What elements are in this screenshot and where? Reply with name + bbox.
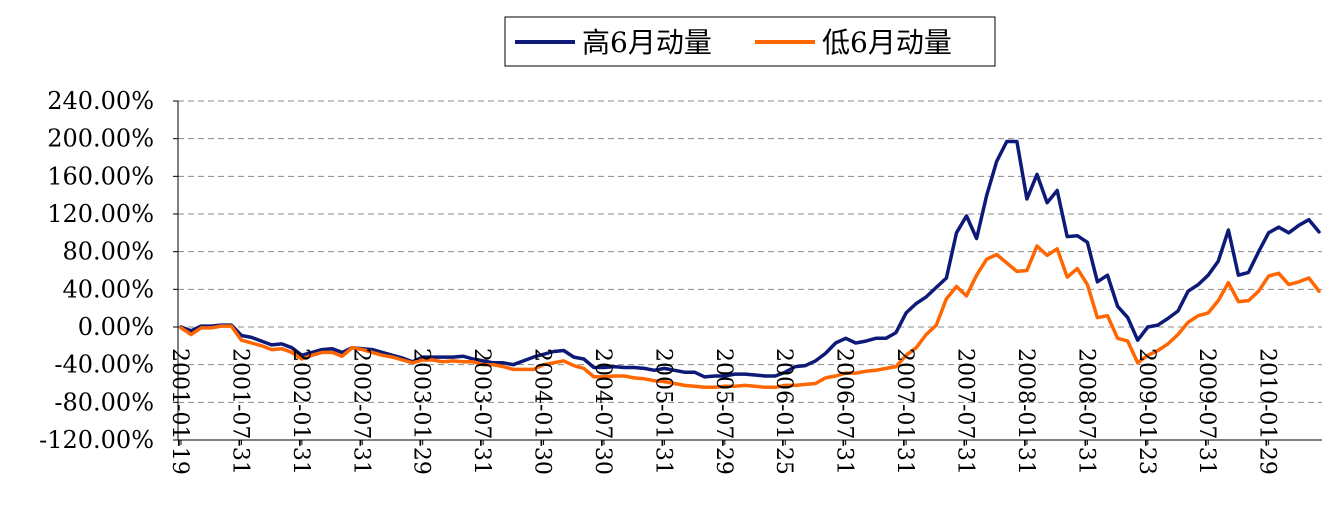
- y-tick-label: -40.00%: [54, 351, 154, 379]
- x-tick-label: 2006-01-25: [771, 348, 796, 475]
- x-tick-label: 2003-07-31: [469, 348, 494, 475]
- x-tick-label: 2008-01-31: [1013, 348, 1038, 475]
- x-tick-label: 2009-07-31: [1194, 348, 1219, 475]
- series-line-1: [179, 139, 1321, 379]
- y-tick-label: 240.00%: [47, 87, 154, 115]
- x-tick-label: 2009-01-23: [1134, 348, 1159, 475]
- y-tick-label: 160.00%: [47, 162, 154, 190]
- series-lines: [179, 139, 1321, 390]
- y-tick-label: 200.00%: [47, 125, 154, 153]
- legend: 高6月动量 低6月动量: [504, 16, 996, 67]
- x-tick-label: 2004-07-30: [590, 348, 615, 475]
- x-tick-label: 2002-01-31: [288, 348, 313, 475]
- y-tick-label: -120.00%: [39, 426, 154, 454]
- legend-label-series-1: 高6月动量: [582, 26, 712, 59]
- x-tick-label: 2003-01-29: [409, 348, 434, 475]
- y-tick-label: 0.00%: [78, 313, 154, 341]
- y-tick-label: 40.00%: [62, 275, 154, 303]
- x-tick-label: 2006-07-31: [832, 348, 857, 475]
- x-tick-label: 2005-07-29: [711, 348, 736, 475]
- x-tick-label: 2001-01-19: [167, 348, 192, 475]
- legend-box: [504, 16, 996, 67]
- x-axis-ticks: 2001-01-19 2001-07-31 2002-01-31 2002-07-31…: [167, 348, 1280, 475]
- y-tick-label: 80.00%: [62, 238, 154, 266]
- axes: [173, 100, 1322, 445]
- series-line-2: [179, 244, 1321, 390]
- x-tick-label: 2008-07-31: [1073, 348, 1098, 475]
- x-tick-label: 2007-07-31: [953, 348, 978, 475]
- x-tick-label: 2010-01-29: [1255, 348, 1280, 475]
- x-tick-label: 2002-07-31: [348, 348, 373, 475]
- legend-label-series-2: 低6月动量: [822, 26, 952, 59]
- x-tick-label: 2005-01-31: [650, 348, 675, 475]
- y-tick-label: 120.00%: [47, 200, 154, 228]
- y-axis-ticks: 240.00% 200.00% 160.00% 120.00% 80.00% 40.00%…: [39, 87, 154, 454]
- x-tick-label: 2004-01-30: [530, 348, 555, 475]
- x-tick-label: 2001-07-31: [227, 348, 252, 475]
- x-tick-label: 2007-01-31: [892, 348, 917, 475]
- y-tick-label: -80.00%: [54, 388, 154, 416]
